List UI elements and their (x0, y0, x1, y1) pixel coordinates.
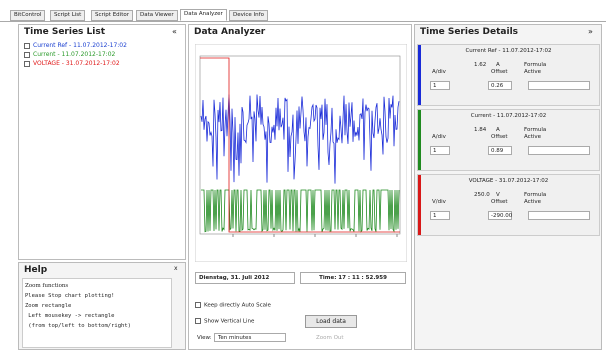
offset-value: 0.26 (491, 83, 504, 89)
tab[interactable]: Script Editor (91, 10, 133, 21)
series-item[interactable]: Current - 11.07.2012-17:02 (24, 51, 115, 58)
count-value: 1 (433, 83, 437, 89)
zoom-out-button[interactable]: Zoom Out (316, 335, 344, 341)
active-label: Active (524, 134, 542, 140)
offset-field[interactable]: 0.26 (488, 81, 512, 90)
offset-field[interactable]: 0.89 (488, 146, 512, 155)
card-title: Current - 11.07.2012-17:02 (470, 113, 547, 119)
formula-select[interactable] (528, 211, 590, 220)
formula-select[interactable] (528, 81, 590, 90)
collapse-button[interactable]: » (588, 27, 593, 36)
panel-title: Time Series Details (420, 27, 519, 37)
offset-label: Offset (491, 134, 508, 140)
scale-value: 1.84 (474, 127, 487, 133)
offset-label: Offset (491, 69, 508, 75)
unit: A (496, 127, 500, 133)
tab[interactable]: BitControl (10, 10, 46, 21)
card-title: VOLTAGE - 31.07.2012-17:02 (468, 178, 549, 184)
view-select[interactable]: Ten minutes (214, 333, 286, 342)
chart (195, 44, 407, 262)
offset-label: Offset (491, 199, 508, 205)
checkbox[interactable] (24, 42, 30, 49)
checkbox[interactable] (24, 51, 30, 58)
load-button[interactable]: Load data (305, 315, 357, 328)
help-line: Left mousekey -> rectangle (25, 313, 115, 319)
panel-title: Time Series List (24, 27, 106, 37)
plot-area (199, 55, 401, 235)
div-label: A/div (432, 69, 446, 75)
series-label: Current - 11.07.2012-17:02 (33, 51, 116, 58)
series-label: Current Ref - 11.07.2012-17:02 (33, 42, 127, 49)
formula-label: Formula (524, 192, 547, 198)
series-color (418, 175, 421, 235)
date-field: Dienstag, 31. Juli 2012 (195, 272, 295, 284)
panel-title: Data Analyzer (194, 27, 266, 37)
formula-label: Formula (524, 127, 547, 133)
count-select[interactable]: 1 (430, 146, 450, 155)
series-card: Current - 11.07.2012-17:02 1.84 A A/div … (417, 109, 600, 171)
active-label: Active (524, 199, 542, 205)
checkbox-label: Show Vertical Line (204, 318, 255, 325)
series-card: VOLTAGE - 31.07.2012-17:02 250.0 V V/div… (417, 174, 600, 236)
checkbox[interactable] (195, 318, 201, 324)
scale-value: 250.0 (474, 192, 490, 198)
series-item[interactable]: VOLTAGE - 31.07.2012-17:02 (24, 60, 120, 67)
count-value: 1 (433, 213, 437, 219)
series-color (418, 45, 421, 105)
offset-field[interactable]: -290.00 (488, 211, 512, 220)
div-label: A/div (432, 134, 446, 140)
div-label: V/div (432, 199, 446, 205)
help-title: Help (24, 265, 48, 275)
count-value: 1 (433, 148, 437, 154)
checkbox-label: Keep directly Auto Scale (204, 302, 271, 309)
help-line: (from top/left to bottom/right) (25, 323, 131, 329)
tab[interactable]: Script List (50, 10, 86, 21)
scale-value: 1.62 (474, 62, 487, 68)
series-color (418, 110, 421, 170)
formula-label: Formula (524, 62, 547, 68)
series-item[interactable]: Current Ref - 11.07.2012-17:02 (24, 42, 127, 49)
offset-value: -290.00 (491, 213, 513, 219)
waveform (200, 94, 400, 184)
card-title: Current Ref - 11.07.2012-17:02 (465, 48, 552, 54)
waveform (200, 57, 400, 233)
help-line: Please Stop chart plotting! (25, 293, 115, 299)
unit: A (496, 62, 500, 68)
active-label: Active (524, 69, 542, 75)
help-line: Zoom functions (25, 283, 69, 289)
help-line: Zoom rectangle (25, 303, 72, 309)
formula-select[interactable] (528, 146, 590, 155)
checkbox[interactable] (195, 302, 201, 308)
series-card: Current Ref - 11.07.2012-17:02 1.62 A A/… (417, 44, 600, 106)
view-value: Ten minutes (218, 335, 252, 341)
offset-value: 0.89 (491, 148, 504, 154)
checkbox-row[interactable]: Keep directly Auto Scale (195, 302, 271, 309)
collapse-button[interactable]: « (172, 27, 177, 36)
tab[interactable]: Data Viewer (136, 10, 178, 21)
tab-line (0, 21, 606, 22)
series-list-panel (18, 24, 186, 260)
checkbox-row[interactable]: Show Vertical Line (195, 318, 254, 325)
tab-active[interactable]: Data Analyzer (180, 9, 227, 21)
series-label: VOLTAGE - 31.07.2012-17:02 (33, 60, 120, 67)
view-label: View: (197, 335, 212, 341)
help-text: Zoom functions Please Stop chart plotting… (22, 278, 172, 348)
count-select[interactable]: 1 (430, 81, 450, 90)
close-button[interactable]: x (174, 265, 178, 272)
count-select[interactable]: 1 (430, 211, 450, 220)
unit: V (496, 192, 500, 198)
time-field: Time: 17 : 11 : 52.959 (300, 272, 406, 284)
tab[interactable]: Device Info (229, 10, 268, 21)
checkbox[interactable] (24, 60, 30, 67)
